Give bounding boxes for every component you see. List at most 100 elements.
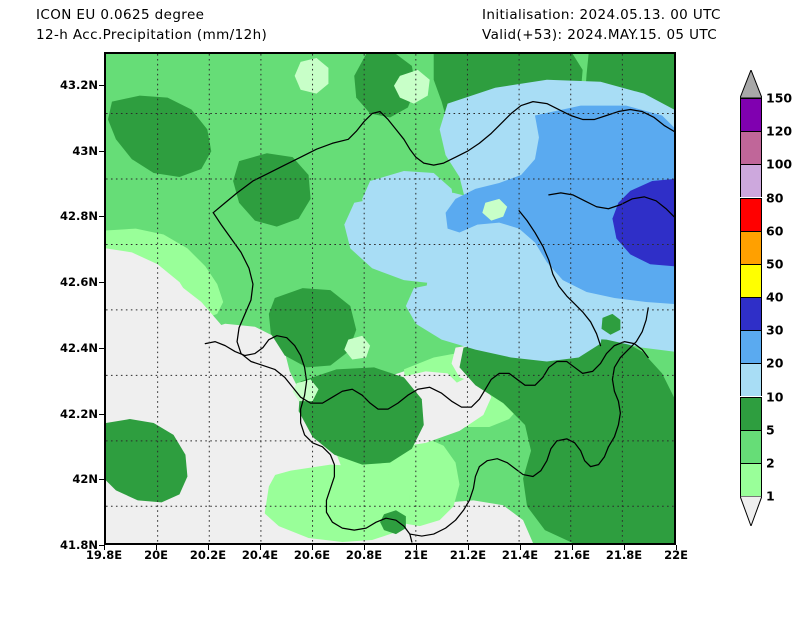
band-below-1mm-main: [106, 258, 492, 543]
colorbar-divider: [740, 131, 762, 133]
x-tick: [624, 545, 625, 550]
x-tick: [156, 545, 157, 550]
colorbar-divider: [740, 197, 762, 199]
x-tick: [416, 545, 417, 550]
colorbar-tick-label: 20: [766, 355, 784, 371]
colorbar-divider: [740, 396, 762, 398]
valid-time: Valid(+53): 2024.MAY.15. 05 UTC: [482, 27, 718, 43]
colorbar-tick-label: 60: [766, 223, 784, 239]
y-tick: [99, 282, 104, 284]
colorbar-tick-label: 100: [766, 156, 793, 172]
x-axis-label: 21E: [404, 548, 428, 562]
x-axis-label: 22E: [664, 548, 688, 562]
colorbar-tick-label: 50: [766, 256, 784, 272]
y-tick: [99, 150, 104, 152]
map-plot-area[interactable]: [104, 52, 676, 545]
x-tick: [364, 545, 365, 550]
colorbar-segment[interactable]: [740, 197, 762, 231]
model-title: ICON EU 0.0625 degree: [36, 7, 205, 23]
border-north: [212, 100, 674, 214]
y-axis-label: 42.6N: [60, 275, 98, 290]
y-tick: [99, 545, 104, 546]
colorbar-tick-label: 10: [766, 389, 784, 404]
border-east-upper: [518, 210, 602, 347]
colorbar-tick-label: 30: [766, 322, 784, 338]
colorbar-segment[interactable]: [740, 297, 762, 331]
colorbar-tick-label: 80: [766, 190, 784, 205]
colorbar-divider: [740, 98, 762, 99]
colorbar-divider: [740, 429, 762, 431]
x-axis-label: 21.8E: [605, 548, 643, 562]
band-5-10mm-sw-core: [106, 419, 188, 503]
border-se-link: [607, 307, 649, 448]
band-5-10mm-nw: [107, 95, 212, 177]
border-central: [212, 212, 649, 410]
y-axis-label: 42.2N: [60, 406, 98, 421]
y-axis-label: 43N: [72, 143, 98, 158]
colorbar-divider: [740, 164, 762, 166]
x-tick: [104, 545, 105, 550]
band-1-2mm-dot-n: [393, 69, 430, 104]
y-tick: [99, 216, 104, 218]
border-west-river: [204, 335, 413, 543]
colorbar-divider: [740, 330, 762, 332]
colorbar-segment[interactable]: [740, 330, 762, 364]
colorbar-tick-label: 5: [766, 422, 775, 438]
y-tick: [99, 347, 104, 349]
band-5-10mm-n1: [354, 54, 416, 118]
colorbar-segment[interactable]: [740, 230, 762, 264]
colorbar-segment[interactable]: [740, 263, 762, 297]
precipitation-contour-map: [106, 54, 674, 543]
y-tick: [99, 479, 104, 481]
x-tick: [208, 545, 209, 550]
colorbar-divider: [740, 363, 762, 365]
colorbar-tick-label: 40: [766, 289, 784, 305]
x-axis-label: 20.4E: [241, 548, 279, 562]
band-5-10mm-dot-east: [601, 313, 621, 335]
band-20-30mm: [445, 105, 674, 304]
colorbar-under-arrow: [740, 496, 762, 526]
band-5-10mm-n2: [233, 153, 311, 227]
x-tick: [572, 545, 573, 550]
colorbar-segment[interactable]: [740, 131, 762, 165]
colorbar-tick-label: 150: [766, 90, 793, 106]
x-axis-label: 20.6E: [293, 548, 331, 562]
y-axis-label: 41.8N: [60, 538, 98, 552]
colorbar-segment[interactable]: [740, 396, 762, 430]
band-1-2mm-dot-nw: [294, 57, 329, 94]
colorbar-divider: [740, 230, 762, 232]
y-axis-label: 42.4N: [60, 340, 98, 355]
band-1-2mm-dot-c: [482, 198, 508, 221]
initialisation-time: Initialisation: 2024.05.13. 00 UTC: [482, 7, 721, 23]
x-tick: [520, 545, 521, 550]
colorbar-tick-label: 1: [766, 488, 775, 504]
colorbar-segment[interactable]: [740, 363, 762, 397]
colorbar-tick-label: 2: [766, 455, 775, 471]
colorbar-segment[interactable]: [740, 462, 762, 496]
x-axis-label: 21.6E: [553, 548, 591, 562]
y-axis-label: 42.8N: [60, 209, 98, 224]
gridlines: [106, 54, 674, 543]
band-5-10mm-se-area: [459, 327, 674, 543]
colorbar[interactable]: 150 120 100 80 60 50 40 30 20 10 5 2 1: [740, 91, 792, 504]
band-10-20mm-s-lobe: [405, 276, 605, 362]
band-5-10mm-tiny-s: [380, 510, 406, 535]
x-axis-label: 20E: [144, 548, 168, 562]
band-1-2mm-lower-mid: [254, 464, 410, 543]
x-tick: [312, 545, 313, 550]
colorbar-divider: [740, 263, 762, 265]
y-tick: [99, 413, 104, 415]
colorbar-segment[interactable]: [740, 164, 762, 198]
colorbar-over-arrow: [740, 70, 762, 98]
colorbar-segment[interactable]: [740, 98, 762, 132]
x-axis-label: 20.2E: [189, 548, 227, 562]
border-ne-branch: [548, 192, 674, 218]
x-axis-label: 21.4E: [501, 548, 539, 562]
x-axis-label: 20.8E: [345, 548, 383, 562]
y-axis-label: 42N: [72, 472, 98, 487]
field-title: 12-h Acc.Precipitation (mm/12h): [36, 27, 268, 43]
y-axis-label: 43.2N: [60, 77, 98, 92]
x-tick: [676, 545, 677, 550]
x-tick: [468, 545, 469, 550]
colorbar-segment[interactable]: [740, 429, 762, 463]
